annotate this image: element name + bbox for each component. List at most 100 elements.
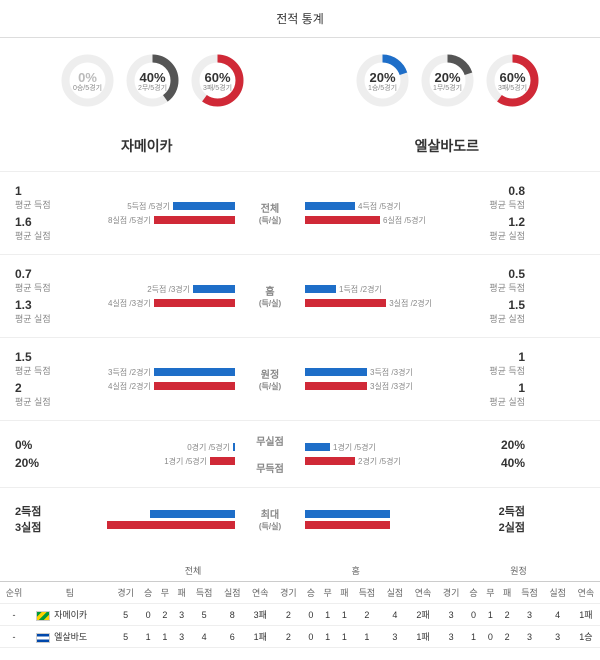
table-row: -자메이카5023583패2011242패3012341패 [0,604,600,626]
bar-label: 0경기 /5경기 [187,442,230,453]
rank-cell: - [0,626,28,648]
max-row: 2득점 3실점 최대 (득/실) 2득점 2실점 [0,488,600,550]
stat-right: 1평균 득점1평균 실점 [435,350,525,408]
bar-label: 1득점 /2경기 [339,284,382,295]
donut-section: 0% 0승/5경기 40% 2무/5경기 60% 3패/5경기 20% 1승/5… [0,38,600,126]
stat-bars-left: 2득점 /3경기4실점 /3경기 [105,281,235,311]
value-cell: 3 [437,626,465,648]
value-cell: 1 [319,626,336,648]
stat-bars-right: 4득점 /5경기 6실점 /5경기 [305,198,435,228]
rank-cell: - [0,604,28,626]
stat-center: 원정(득/실) [235,366,305,392]
value-cell: 8 [218,604,246,626]
value-cell: 1승 [572,626,600,648]
max-center-label: 최대 [235,506,305,521]
value-cell: 4 [381,604,409,626]
max-left-bottom: 3실점 [15,519,105,535]
stat-center-label: 홈 [235,283,305,298]
stat-row: 0% 20% 0경기 /5경기1경기 /5경기 무실점무득점 1경기 /5경기 2경… [0,421,600,488]
donut-item: 20% 1무/5경기 [418,53,478,111]
stat-left-item: 0% [15,438,105,452]
standings-table: 전체홈원정 순위팀경기승무패득점실점연속경기승무패득점실점연속경기승무패득점실점… [0,560,600,648]
stat-right: 0.5평균 득점1.5평균 실점 [435,267,525,325]
stat-bar-left: 3득점 /2경기 [105,366,235,378]
stat-row: 0.7평균 득점1.3평균 실점 2득점 /3경기4실점 /3경기 홈(득/실)… [0,255,600,338]
value-cell: 2 [274,626,302,648]
value-cell: 2 [499,604,516,626]
stat-right-item: 1평균 실점 [435,381,525,408]
bar-label: 3득점 /2경기 [108,367,151,378]
col-header-cell: 패 [336,582,353,604]
stat-center: 무실점무득점 [235,433,305,475]
team-left: 자메이카 [121,136,173,156]
col-header-cell: 승 [302,582,319,604]
value-cell: 5 [190,604,218,626]
flag-icon [36,611,50,621]
donut-item: 20% 1승/5경기 [353,53,413,111]
stat-rows: 1평균 득점1.6평균 실점 5득점 /5경기8실점 /5경기 전체(득/실) … [0,171,600,488]
bar-label: 4득점 /5경기 [358,201,401,212]
stat-right-item: 20% [435,438,525,452]
bar [305,457,355,465]
max-center-sub: (득/실) [235,521,305,532]
stat-left-item: 0.7평균 득점 [15,267,105,294]
table-group-header: 전체홈원정 [0,560,600,582]
table-row: -엘살바도5113461패2011131패3102331승 [0,626,600,648]
value-cell: 3패 [246,604,274,626]
team-cell: 엘살바도 [28,626,112,648]
max-bar-r-top [305,510,390,518]
value-cell: 0 [465,604,482,626]
team-names: 자메이카 엘살바도르 [0,126,600,171]
donut-sub: 3패/5경기 [498,85,527,93]
stat-center-label: 원정 [235,366,305,381]
col-header-cell: 실점 [381,582,409,604]
donut-label: 20% 1승/5경기 [368,71,397,93]
stat-bar-right: 6실점 /5경기 [305,214,435,226]
value-cell: 3 [516,604,544,626]
value-cell: 1 [336,626,353,648]
max-bar-l-top [150,510,235,518]
stat-center-label: 무실점 [235,433,305,448]
stat-right-item: 0.5평균 득점 [435,267,525,294]
max-bar-r-bot [305,521,390,529]
col-header-cell: 승 [140,582,157,604]
donut-sub: 0승/5경기 [73,85,102,93]
stat-left-item: 2평균 실점 [15,381,105,408]
value-cell: 5 [112,626,140,648]
stat-right-item: 0.8평균 득점 [435,184,525,211]
bar [193,285,235,293]
donut-item: 60% 3패/5경기 [483,53,543,111]
col-header-cell: 승 [465,582,482,604]
donuts-left: 0% 0승/5경기 40% 2무/5경기 60% 3패/5경기 [58,53,248,111]
stat-bars-left: 0경기 /5경기1경기 /5경기 [105,439,235,469]
max-bar-l-bot [107,521,235,529]
bar [305,202,355,210]
value-cell: 1 [465,626,482,648]
stat-row: 1평균 득점1.6평균 실점 5득점 /5경기8실점 /5경기 전체(득/실) … [0,172,600,255]
col-header-cell: 경기 [112,582,140,604]
bar [154,299,235,307]
stat-row: 1.5평균 득점2평균 실점 3득점 /2경기4실점 /2경기 원정(득/실) … [0,338,600,421]
stat-right-item: 40% [435,456,525,470]
stat-bars-right: 3득점 /3경기3실점 /3경기 [305,364,435,394]
stat-right: 0.8평균 득점1.2평균 실점 [435,184,525,242]
donuts-right: 20% 1승/5경기 20% 1무/5경기 60% 3패/5경기 [353,53,543,111]
value-cell: 0 [140,604,157,626]
value-cell: 1 [319,604,336,626]
stat-bar-right: 1경기 /5경기 [305,441,435,453]
stat-bars-left: 5득점 /5경기8실점 /5경기 [105,198,235,228]
stat-center: 전체(득/실) [235,200,305,226]
bar-label: 1경기 /5경기 [333,442,376,453]
col-header-cell: 연속 [246,582,274,604]
team-right: 엘살바도르 [415,136,479,156]
bar [305,285,336,293]
value-cell: 6 [218,626,246,648]
bar [305,216,380,224]
donut-pct: 20% [433,71,462,85]
donut-item: 40% 2무/5경기 [123,53,183,111]
stat-bar-right: 2경기 /5경기 [305,455,435,467]
stat-bar-right: 3실점 /3경기 [305,380,435,392]
bar [154,216,235,224]
max-bar-right [305,507,435,532]
donut-label: 0% 0승/5경기 [73,71,102,93]
